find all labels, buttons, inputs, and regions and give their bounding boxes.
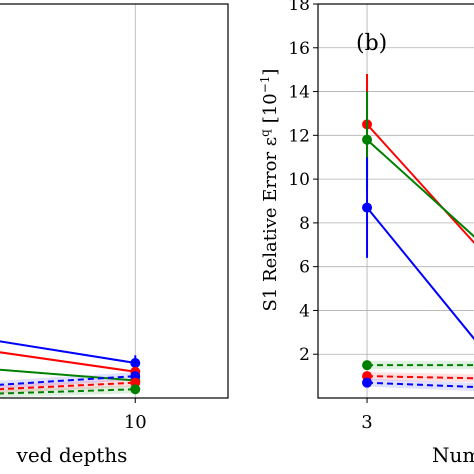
panel-b-y-tick-label: 6 [299, 258, 310, 278]
panel-a-series-line [0, 375, 136, 386]
panel-b-y-tick-label: 4 [299, 301, 310, 321]
panel-a-data-point [130, 357, 141, 368]
panel-b-data-point [362, 202, 373, 213]
panel-b-y-tick-label: 2 [299, 345, 310, 365]
panel-b-y-tick-label: 8 [299, 214, 310, 234]
panel-b-x-tick-label: 3 [361, 412, 372, 433]
panel-a-data-point [130, 384, 141, 395]
panel-b-axes-frame [317, 3, 474, 399]
panel-b-data-point [362, 134, 373, 145]
panel-b-y-tick-label: 18 [288, 0, 310, 15]
panel-b-y-axis-label-unit-exp: −1 [258, 76, 272, 94]
panel-b-y-tick-label: 14 [288, 83, 310, 103]
panel-a-series-line [0, 340, 136, 364]
panel-b-series-line [366, 123, 474, 245]
panel-a-x-tick-label: 10 [124, 412, 147, 433]
panel-b-y-tick-label: 16 [288, 39, 310, 59]
panel-b-series-line [366, 206, 474, 341]
panel-b-plot: 3 2 4 6 8 10 12 14 16 18 [288, 0, 474, 433]
panel-a-series-band [0, 385, 136, 398]
panel-b-x-axis-label: Num [432, 443, 474, 467]
panel-b-series-line [367, 375, 474, 380]
panel-b-data-point [362, 360, 373, 371]
panel-a-plot: 10 [0, 3, 229, 433]
panel-a-series-line [0, 351, 136, 373]
panel-b-y-tick-label: 12 [288, 126, 310, 146]
panel-b-y-axis-label-sup: q [258, 129, 272, 137]
panel-a-series-line [0, 388, 136, 395]
panel-a-series-line [0, 368, 136, 382]
panel-b-y-axis-label: S1 Relative Error εq [10−1] [258, 69, 281, 312]
panel-b-series-line [366, 138, 474, 238]
panel-b-y-axis-label-unit-open: [10 [260, 93, 281, 123]
panel-a-series-band [0, 372, 136, 389]
panel-b-y-tick-label: 10 [288, 170, 310, 190]
panel-b-panel-label: (b) [356, 31, 387, 56]
panel-b-y-axis-label-main: S1 Relative Error ε [260, 137, 281, 312]
panel-a-x-axis-label: ved depths [16, 443, 128, 467]
panel-b-series-line [366, 381, 474, 388]
panel-a-series-line [0, 381, 136, 391]
panel-a-axes-frame [0, 3, 229, 399]
panel-a-series-band [0, 378, 136, 394]
panel-b-data-point [362, 377, 373, 388]
panel-b-y-axis-label-unit-close: ] [260, 69, 281, 76]
